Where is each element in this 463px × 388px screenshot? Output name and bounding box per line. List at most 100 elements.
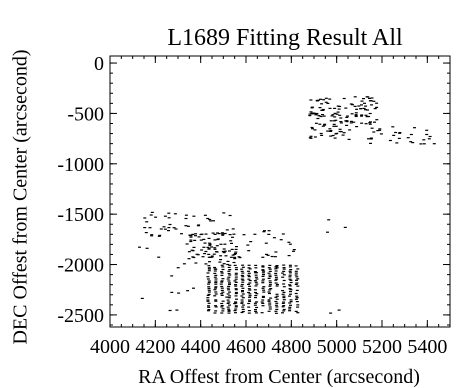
data-point: [406, 137, 410, 139]
data-point: [214, 281, 218, 284]
data-point: [220, 293, 224, 295]
data-point: [324, 97, 328, 99]
data-point: [213, 312, 217, 314]
data-point: [207, 268, 211, 270]
data-point: [363, 102, 366, 104]
data-point: [247, 250, 251, 252]
data-point: [294, 310, 298, 312]
data-point: [334, 125, 338, 127]
data-point: [268, 308, 272, 310]
data-point: [261, 265, 265, 267]
data-point: [326, 130, 330, 132]
data-point: [373, 108, 377, 110]
data-point: [214, 287, 217, 289]
data-point: [228, 295, 232, 297]
data-point: [248, 293, 252, 295]
data-point: [349, 120, 353, 122]
data-point: [375, 106, 379, 108]
data-point: [309, 111, 313, 113]
data-point: [226, 287, 230, 289]
data-point: [419, 143, 423, 145]
data-point: [288, 278, 292, 280]
data-point: [288, 266, 292, 268]
data-point: [204, 233, 208, 235]
data-point: [191, 233, 195, 235]
data-point: [219, 243, 223, 245]
data-point: [367, 138, 370, 140]
data-point: [228, 250, 231, 252]
data-point: [240, 274, 244, 276]
data-point: [246, 244, 250, 246]
data-point: [159, 228, 163, 230]
data-point: [288, 302, 292, 304]
data-point: [254, 276, 258, 278]
data-point: [241, 297, 245, 299]
data-point: [208, 242, 212, 244]
data-point: [254, 312, 258, 314]
data-point: [339, 122, 343, 124]
data-point: [274, 270, 278, 272]
data-point: [241, 293, 245, 295]
data-point: [353, 105, 357, 107]
data-point: [364, 123, 368, 125]
data-point: [231, 236, 234, 238]
data-point: [234, 248, 238, 250]
data-point: [208, 261, 211, 263]
data-point: [345, 120, 349, 122]
data-point: [192, 287, 195, 289]
data-point: [360, 100, 364, 102]
data-point: [240, 302, 244, 304]
data-point: [320, 134, 324, 136]
data-point: [227, 285, 231, 287]
data-point: [221, 278, 225, 280]
x-axis: 4000 4200 4400 4600 4800 5000 5200 5400: [90, 56, 451, 358]
data-point: [207, 248, 211, 250]
data-point: [316, 117, 320, 120]
data-point: [261, 287, 265, 289]
data-point: [214, 293, 218, 295]
data-point: [197, 236, 201, 238]
data-point: [214, 283, 218, 285]
data-point: [203, 242, 207, 244]
data-point: [318, 107, 322, 109]
data-point: [372, 100, 376, 102]
data-point: [282, 279, 286, 282]
x-tick-label: 4400: [181, 336, 221, 358]
data-point: [343, 226, 347, 228]
data-point: [312, 112, 316, 114]
data-point: [234, 267, 238, 269]
data-point: [230, 248, 234, 250]
data-point: [222, 263, 226, 265]
data-point: [222, 248, 226, 250]
data-point: [145, 221, 149, 223]
data-point: [247, 264, 251, 266]
data-point: [184, 225, 188, 227]
data-point: [247, 310, 251, 312]
data-point: [241, 279, 245, 281]
data-point: [349, 122, 353, 124]
data-point: [213, 270, 217, 272]
data-point: [202, 246, 206, 248]
data-point: [319, 98, 322, 100]
data-point: [228, 264, 232, 266]
data-point: [282, 295, 286, 297]
x-tick-label: 5000: [317, 336, 357, 358]
data-point: [261, 256, 265, 258]
data-point: [275, 298, 279, 300]
data-point: [272, 237, 276, 239]
data-point: [220, 287, 224, 289]
data-point: [354, 114, 358, 116]
data-point: [282, 308, 286, 311]
data-point: [234, 295, 238, 297]
data-point: [329, 135, 333, 137]
data-point: [323, 124, 327, 126]
data-point: [261, 282, 265, 284]
data-point: [268, 274, 272, 276]
data-point: [288, 310, 292, 312]
data-point: [268, 276, 272, 278]
data-point: [240, 278, 244, 280]
data-point: [194, 235, 197, 237]
data-point: [274, 310, 278, 312]
data-point: [288, 306, 292, 308]
data-point: [255, 293, 259, 295]
